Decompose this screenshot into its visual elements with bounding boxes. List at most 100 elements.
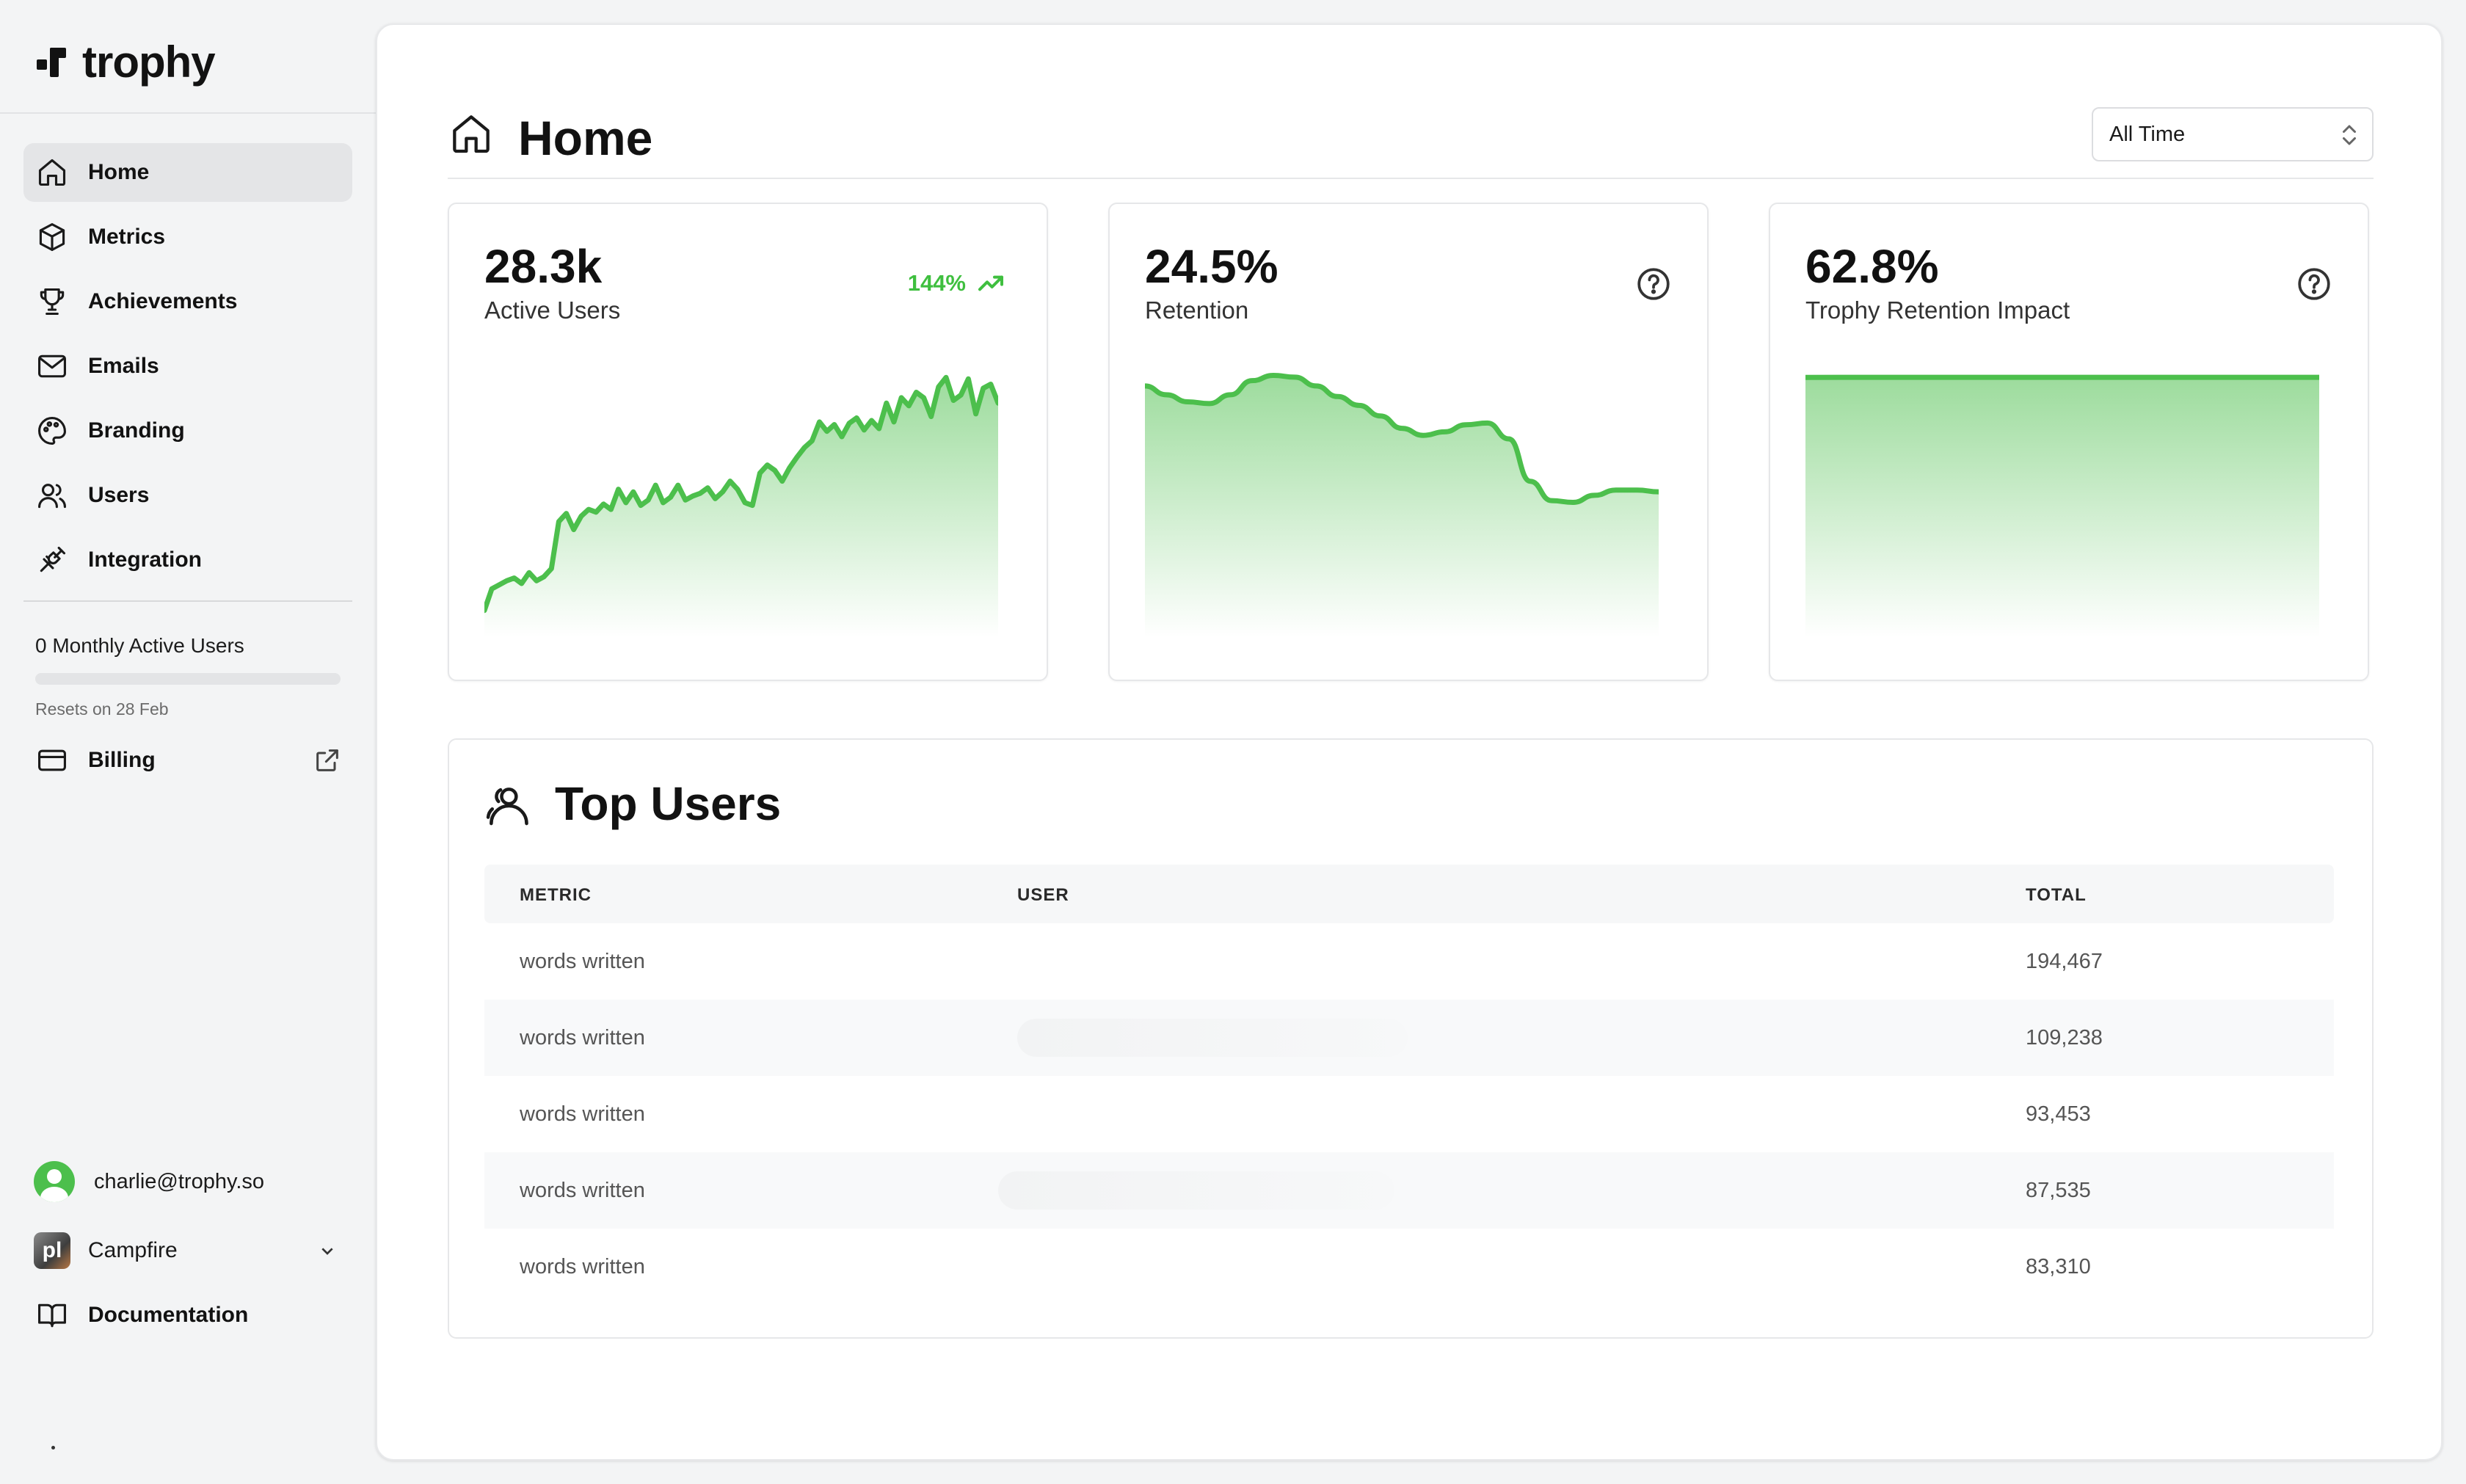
sidebar-item-billing[interactable]: Billing (23, 731, 352, 790)
trophy-logo-icon (37, 47, 66, 77)
retention-impact-chart (1805, 374, 2319, 637)
chart-line (1145, 372, 1659, 506)
sidebar-item-label: Integration (88, 548, 202, 572)
sidebar-item-label: Emails (88, 354, 159, 378)
metric-cell: words written (520, 1179, 645, 1202)
usage-progress-bar (35, 673, 341, 685)
metric-cell: words written (520, 1255, 645, 1279)
palette-icon (35, 414, 69, 448)
stat-value: 24.5% (1145, 240, 1279, 293)
time-range-value: All Time (2109, 122, 2186, 146)
sidebar-item-home[interactable]: Home (23, 143, 352, 202)
top-users-table: METRIC USER TOTAL words written 194,467 … (484, 865, 2334, 1305)
table-row[interactable]: words written 109,238 (484, 1000, 2334, 1076)
sidebar-item-integration[interactable]: Integration (23, 531, 352, 589)
chart-line (484, 374, 998, 614)
sidebar-item-label: Home (88, 160, 150, 184)
table-header: METRIC USER TOTAL (484, 865, 2334, 923)
column-header-metric[interactable]: METRIC (520, 885, 592, 905)
total-cell: 83,310 (2026, 1255, 2091, 1279)
stat-card-retention: 24.5% Retention (1108, 203, 1709, 681)
table-row[interactable]: words written 93,453 (484, 1076, 2334, 1152)
page-header: Home All Time (448, 84, 2374, 179)
users-icon (35, 479, 69, 512)
sidebar-item-achievements[interactable]: Achievements (23, 272, 352, 331)
table-row[interactable]: words written 194,467 (484, 923, 2334, 1000)
column-header-user[interactable]: USER (1017, 885, 1069, 905)
stat-label: Retention (1145, 297, 1249, 324)
sidebar-item-branding[interactable]: Branding (23, 401, 352, 460)
trend-up-icon (978, 275, 1003, 291)
table-row[interactable]: words written 83,310 (484, 1229, 2334, 1305)
table-row[interactable]: words written 87,535 (484, 1152, 2334, 1229)
column-header-total[interactable]: TOTAL (2026, 885, 2087, 905)
monthly-active-users-count: 0 Monthly Active Users (35, 634, 244, 657)
credit-card-icon (35, 743, 69, 777)
decorative-dot (51, 1446, 55, 1450)
chart-area (1805, 377, 2319, 637)
cube-icon (35, 220, 69, 254)
sidebar-item-label: Documentation (88, 1303, 249, 1327)
sidebar-item-label: Billing (88, 748, 156, 772)
usage-reset-date: Resets on 28 Feb (35, 699, 169, 719)
sidebar-divider (0, 112, 376, 114)
mail-icon (35, 349, 69, 383)
sidebar-item-label: Users (88, 483, 150, 507)
top-users-title: Top Users (555, 777, 782, 830)
stat-value: 62.8% (1805, 240, 1939, 293)
chevron-up-down-icon (2338, 122, 2360, 148)
retention-chart (1145, 372, 1659, 637)
stat-value: 28.3k (484, 240, 603, 293)
avatar (34, 1161, 75, 1202)
stat-card-retention-impact: 62.8% Trophy Retention Impact (1769, 203, 2369, 681)
project-logo: pl (34, 1232, 70, 1269)
account-email: charlie@trophy.so (94, 1169, 264, 1193)
home-icon (448, 110, 495, 157)
book-icon (35, 1298, 69, 1332)
sidebar-item-label: Metrics (88, 225, 166, 249)
user-cell-placeholder (998, 1171, 1394, 1210)
total-cell: 194,467 (2026, 950, 2103, 973)
project-switcher[interactable]: pl Campfire (23, 1221, 352, 1280)
total-cell: 87,535 (2026, 1179, 2091, 1202)
sidebar-item-users[interactable]: Users (23, 466, 352, 525)
stat-label: Active Users (484, 297, 621, 324)
page-title: Home (518, 111, 653, 165)
chart-area (1145, 375, 1659, 637)
sidebar-item-label: Achievements (88, 289, 238, 313)
project-name: Campfire (88, 1238, 178, 1262)
stat-change: 144% (908, 269, 1005, 298)
account-info[interactable]: charlie@trophy.so (34, 1161, 264, 1202)
trophy-icon (35, 285, 69, 319)
time-range-select[interactable]: All Time (2092, 107, 2374, 161)
stat-label: Trophy Retention Impact (1805, 297, 2070, 324)
stat-card-active-users: 28.3k Active Users 144% (448, 203, 1048, 681)
sidebar-item-emails[interactable]: Emails (23, 337, 352, 396)
main-panel: Home All Time 28.3k Active Users 144% 24… (376, 23, 2443, 1461)
stat-change-value: 144% (907, 270, 966, 296)
sidebar-divider (23, 600, 352, 602)
help-icon[interactable] (1635, 266, 1672, 302)
sidebar: trophy Home Metrics Achievements Emails (0, 0, 376, 1484)
sidebar-item-metrics[interactable]: Metrics (23, 208, 352, 266)
external-link-icon[interactable] (313, 746, 342, 775)
top-users-panel: Top Users METRIC USER TOTAL words writte… (448, 738, 2374, 1339)
metric-cell: words written (520, 950, 645, 973)
sidebar-item-documentation[interactable]: Documentation (23, 1286, 352, 1345)
total-cell: 93,453 (2026, 1102, 2091, 1126)
user-cell-placeholder (1017, 1019, 1408, 1057)
plug-icon (35, 543, 69, 577)
help-icon[interactable] (2296, 266, 2332, 302)
sidebar-nav: Home Metrics Achievements Emails Brandin… (23, 143, 352, 595)
brand-name: trophy (82, 37, 216, 87)
home-icon (35, 156, 69, 189)
total-cell: 109,238 (2026, 1026, 2103, 1050)
sidebar-item-label: Branding (88, 418, 185, 443)
metric-cell: words written (520, 1026, 645, 1050)
trophy-logo[interactable]: trophy (34, 37, 216, 87)
active-users-chart (484, 374, 998, 637)
chart-area (484, 377, 998, 637)
users-icon (483, 781, 533, 831)
chevron-down-icon (316, 1239, 339, 1262)
metric-cell: words written (520, 1102, 645, 1126)
